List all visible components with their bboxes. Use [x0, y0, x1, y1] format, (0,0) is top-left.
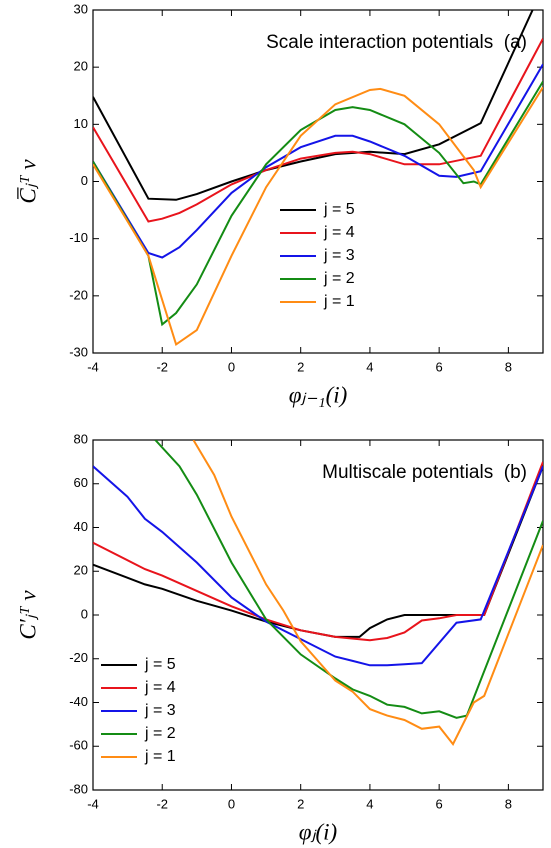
legend-label: j = 5	[144, 656, 176, 673]
legend-label: j = 1	[144, 748, 176, 765]
y-tick-label: -20	[69, 650, 88, 665]
series-line	[192, 440, 543, 746]
chart-title: Multiscale potentials (b)	[322, 462, 527, 483]
legend-label: j = 2	[144, 725, 176, 742]
series-line	[93, 465, 543, 638]
series-line	[154, 440, 543, 719]
series-line	[93, 38, 543, 223]
y-tick-label: -40	[69, 694, 88, 709]
x-tick-label: 4	[366, 359, 373, 374]
y-tick-label: -10	[69, 230, 88, 245]
series-line	[93, 10, 534, 201]
y-tick-label: 30	[74, 1, 88, 16]
x-tick-label: 6	[436, 359, 443, 374]
y-tick-label: 10	[74, 116, 88, 131]
y-tick-label: -30	[69, 344, 88, 359]
x-tick-label: -4	[87, 359, 99, 374]
y-tick-label: 0	[81, 173, 88, 188]
y-tick-label: 40	[74, 519, 88, 534]
y-tick-label: -20	[69, 287, 88, 302]
x-tick-label: -4	[87, 796, 99, 811]
y-tick-label: 80	[74, 431, 88, 446]
x-tick-label: 6	[436, 796, 443, 811]
y-tick-label: -80	[69, 781, 88, 796]
legend-label: j = 4	[144, 679, 176, 696]
y-axis-label: C′ⱼᵀ v	[15, 590, 40, 640]
x-tick-label: -2	[156, 359, 168, 374]
legend-label: j = 2	[323, 270, 355, 287]
y-axis-label: C̅ⱼᵀ v	[15, 159, 40, 204]
legend-label: j = 3	[144, 702, 176, 719]
x-tick-label: 0	[228, 359, 235, 374]
x-tick-label: 2	[297, 796, 304, 811]
series-line	[93, 86, 543, 346]
lines	[93, 10, 543, 346]
series-line	[93, 80, 543, 327]
x-tick-label: 4	[366, 796, 373, 811]
y-tick-label: -60	[69, 738, 88, 753]
chart-title: Scale interaction potentials (a)	[266, 32, 527, 53]
series-line	[93, 63, 543, 259]
x-tick-label: 0	[228, 796, 235, 811]
legend-label: j = 3	[323, 247, 355, 264]
y-tick-label: 20	[74, 563, 88, 578]
x-tick-label: 2	[297, 359, 304, 374]
legend-label: j = 5	[323, 201, 355, 218]
y-tick-label: 20	[74, 59, 88, 74]
y-tick-label: 0	[81, 606, 88, 621]
legend-label: j = 1	[323, 293, 355, 310]
series-line	[93, 465, 543, 667]
y-tick-label: 60	[74, 475, 88, 490]
x-tick-label: -2	[156, 796, 168, 811]
x-axis-label: φⱼ(i)	[299, 819, 337, 844]
legend-label: j = 4	[323, 224, 355, 241]
series-line	[93, 461, 543, 642]
x-axis-label: φⱼ₋₁(i)	[289, 382, 348, 407]
x-tick-label: 8	[505, 359, 512, 374]
lines	[93, 440, 543, 746]
x-tick-label: 8	[505, 796, 512, 811]
